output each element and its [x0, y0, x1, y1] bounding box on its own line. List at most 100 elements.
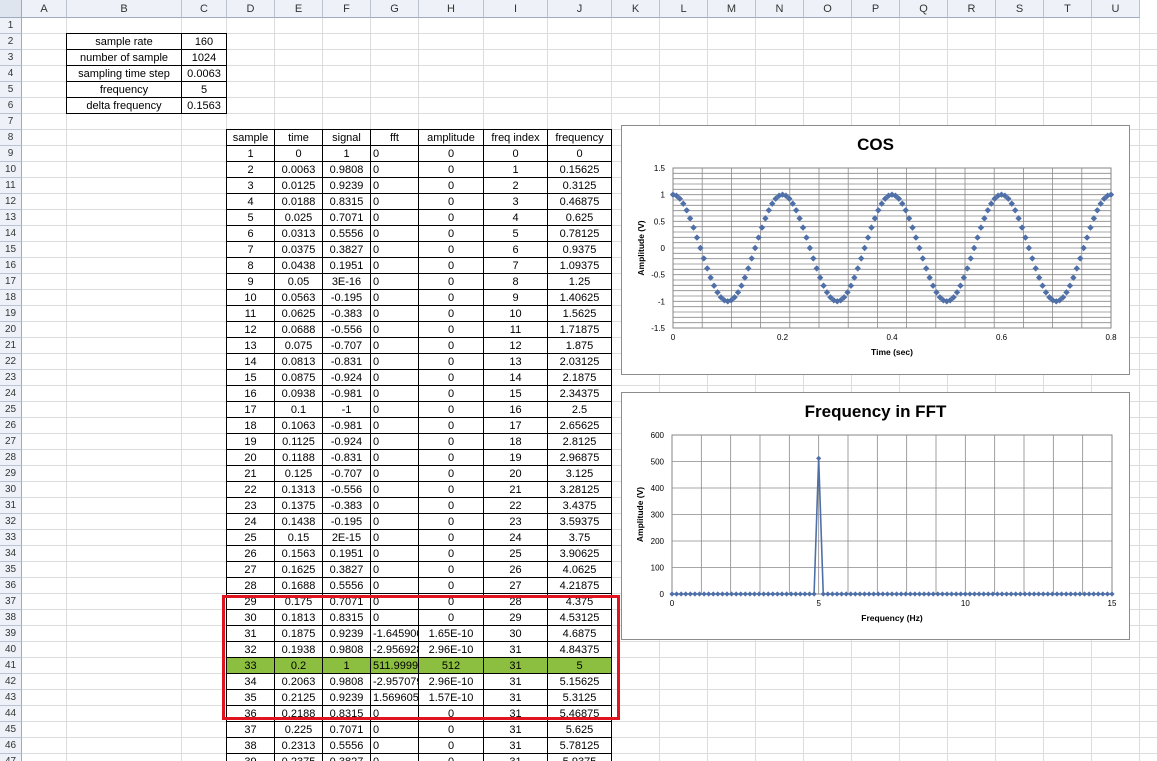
table-cell[interactable]: -0.556 — [322, 321, 371, 338]
table-cell[interactable]: 0 — [418, 545, 484, 562]
table-cell[interactable]: 0.7071 — [322, 721, 371, 738]
table-cell[interactable]: 1.57E-10 — [418, 689, 484, 706]
table-cell[interactable]: 0 — [418, 497, 484, 514]
row-header[interactable]: 32 — [0, 514, 22, 530]
param-value[interactable]: 1024 — [181, 49, 227, 66]
table-cell[interactable]: 0 — [370, 417, 419, 434]
row-header[interactable]: 13 — [0, 210, 22, 226]
table-cell[interactable]: 23 — [483, 513, 548, 530]
table-cell[interactable]: 1.875 — [547, 337, 612, 354]
table-cell[interactable]: 0 — [370, 369, 419, 386]
row-header[interactable]: 43 — [0, 690, 22, 706]
row-header[interactable]: 20 — [0, 322, 22, 338]
table-cell[interactable]: 0 — [370, 353, 419, 370]
table-cell[interactable]: 1 — [226, 145, 275, 162]
row-header[interactable]: 19 — [0, 306, 22, 322]
table-cell[interactable]: 0 — [370, 241, 419, 258]
table-cell[interactable]: 0.1625 — [274, 561, 323, 578]
table-cell[interactable]: 1.40625 — [547, 289, 612, 306]
table-cell[interactable]: 23 — [226, 497, 275, 514]
table-cell[interactable]: 24 — [226, 513, 275, 530]
row-header[interactable]: 46 — [0, 738, 22, 754]
table-cell[interactable]: 0.0063 — [274, 161, 323, 178]
column-header[interactable]: F — [323, 0, 371, 18]
column-header[interactable]: M — [708, 0, 756, 18]
table-cell[interactable]: 2.34375 — [547, 385, 612, 402]
table-cell[interactable]: 0.2375 — [274, 753, 323, 761]
table-cell[interactable]: 3 — [483, 193, 548, 210]
table-cell[interactable]: 0 — [370, 465, 419, 482]
table-cell[interactable]: 0 — [418, 321, 484, 338]
table-cell[interactable]: 1 — [322, 145, 371, 162]
table-header[interactable]: sample — [226, 129, 275, 146]
row-header[interactable]: 11 — [0, 178, 22, 194]
table-cell[interactable]: 3E-16 — [322, 273, 371, 290]
table-cell[interactable]: 1.5696059 — [370, 689, 419, 706]
table-cell[interactable]: 5.9375 — [547, 753, 612, 761]
table-cell[interactable]: 0 — [370, 225, 419, 242]
table-cell[interactable]: -0.383 — [322, 305, 371, 322]
table-cell[interactable]: 0.1563 — [274, 545, 323, 562]
table-cell[interactable]: 10 — [226, 289, 275, 306]
table-cell[interactable]: 14 — [483, 369, 548, 386]
table-cell[interactable]: 22 — [483, 497, 548, 514]
table-cell[interactable]: 0.1 — [274, 401, 323, 418]
table-cell[interactable]: -0.707 — [322, 465, 371, 482]
table-cell[interactable]: 6 — [226, 225, 275, 242]
table-cell[interactable]: 0 — [418, 337, 484, 354]
table-cell[interactable]: 31 — [483, 657, 548, 674]
table-cell[interactable]: 3.4375 — [547, 497, 612, 514]
table-cell[interactable]: -0.195 — [322, 513, 371, 530]
table-cell[interactable]: 3.90625 — [547, 545, 612, 562]
row-header[interactable]: 35 — [0, 562, 22, 578]
table-cell[interactable]: 25 — [483, 545, 548, 562]
table-cell[interactable]: 26 — [483, 561, 548, 578]
row-header[interactable]: 31 — [0, 498, 22, 514]
row-header[interactable]: 29 — [0, 466, 22, 482]
table-cell[interactable]: 8 — [483, 273, 548, 290]
table-cell[interactable]: -0.924 — [322, 433, 371, 450]
table-cell[interactable]: 17 — [226, 401, 275, 418]
table-cell[interactable]: 39 — [226, 753, 275, 761]
column-header[interactable]: A — [22, 0, 67, 18]
table-cell[interactable]: 0 — [418, 353, 484, 370]
column-header[interactable]: R — [948, 0, 996, 18]
table-cell[interactable]: 0 — [418, 481, 484, 498]
table-cell[interactable]: -1 — [322, 401, 371, 418]
table-cell[interactable]: 1.71875 — [547, 321, 612, 338]
table-cell[interactable]: 0 — [418, 385, 484, 402]
table-cell[interactable]: 3 — [226, 177, 275, 194]
table-cell[interactable]: 0.05 — [274, 273, 323, 290]
table-cell[interactable]: 0 — [418, 177, 484, 194]
table-cell[interactable]: 0.46875 — [547, 193, 612, 210]
table-cell[interactable]: 3.28125 — [547, 481, 612, 498]
table-header[interactable]: time — [274, 129, 323, 146]
table-cell[interactable]: 10 — [483, 305, 548, 322]
table-cell[interactable]: 7 — [226, 241, 275, 258]
table-header[interactable]: signal — [322, 129, 371, 146]
table-cell[interactable]: 0 — [370, 401, 419, 418]
param-label[interactable]: sample rate — [66, 33, 182, 50]
table-cell[interactable]: 5 — [483, 225, 548, 242]
row-header[interactable]: 44 — [0, 706, 22, 722]
table-cell[interactable]: 22 — [226, 481, 275, 498]
row-header[interactable]: 15 — [0, 242, 22, 258]
table-cell[interactable]: 0.0688 — [274, 321, 323, 338]
column-header[interactable]: K — [612, 0, 660, 18]
row-header[interactable]: 38 — [0, 610, 22, 626]
table-cell[interactable]: 0 — [418, 737, 484, 754]
table-cell[interactable]: 0 — [370, 161, 419, 178]
table-cell[interactable]: 1 — [483, 161, 548, 178]
table-cell[interactable]: 0.3827 — [322, 241, 371, 258]
table-cell[interactable]: 0 — [370, 433, 419, 450]
column-header[interactable]: H — [419, 0, 484, 18]
table-cell[interactable]: 0 — [418, 753, 484, 761]
table-cell[interactable]: 19 — [483, 449, 548, 466]
row-header[interactable]: 4 — [0, 66, 22, 82]
row-header[interactable]: 5 — [0, 82, 22, 98]
table-cell[interactable]: 0 — [418, 369, 484, 386]
table-cell[interactable]: 11 — [483, 321, 548, 338]
table-cell[interactable]: 2.65625 — [547, 417, 612, 434]
table-cell[interactable]: 1.25 — [547, 273, 612, 290]
